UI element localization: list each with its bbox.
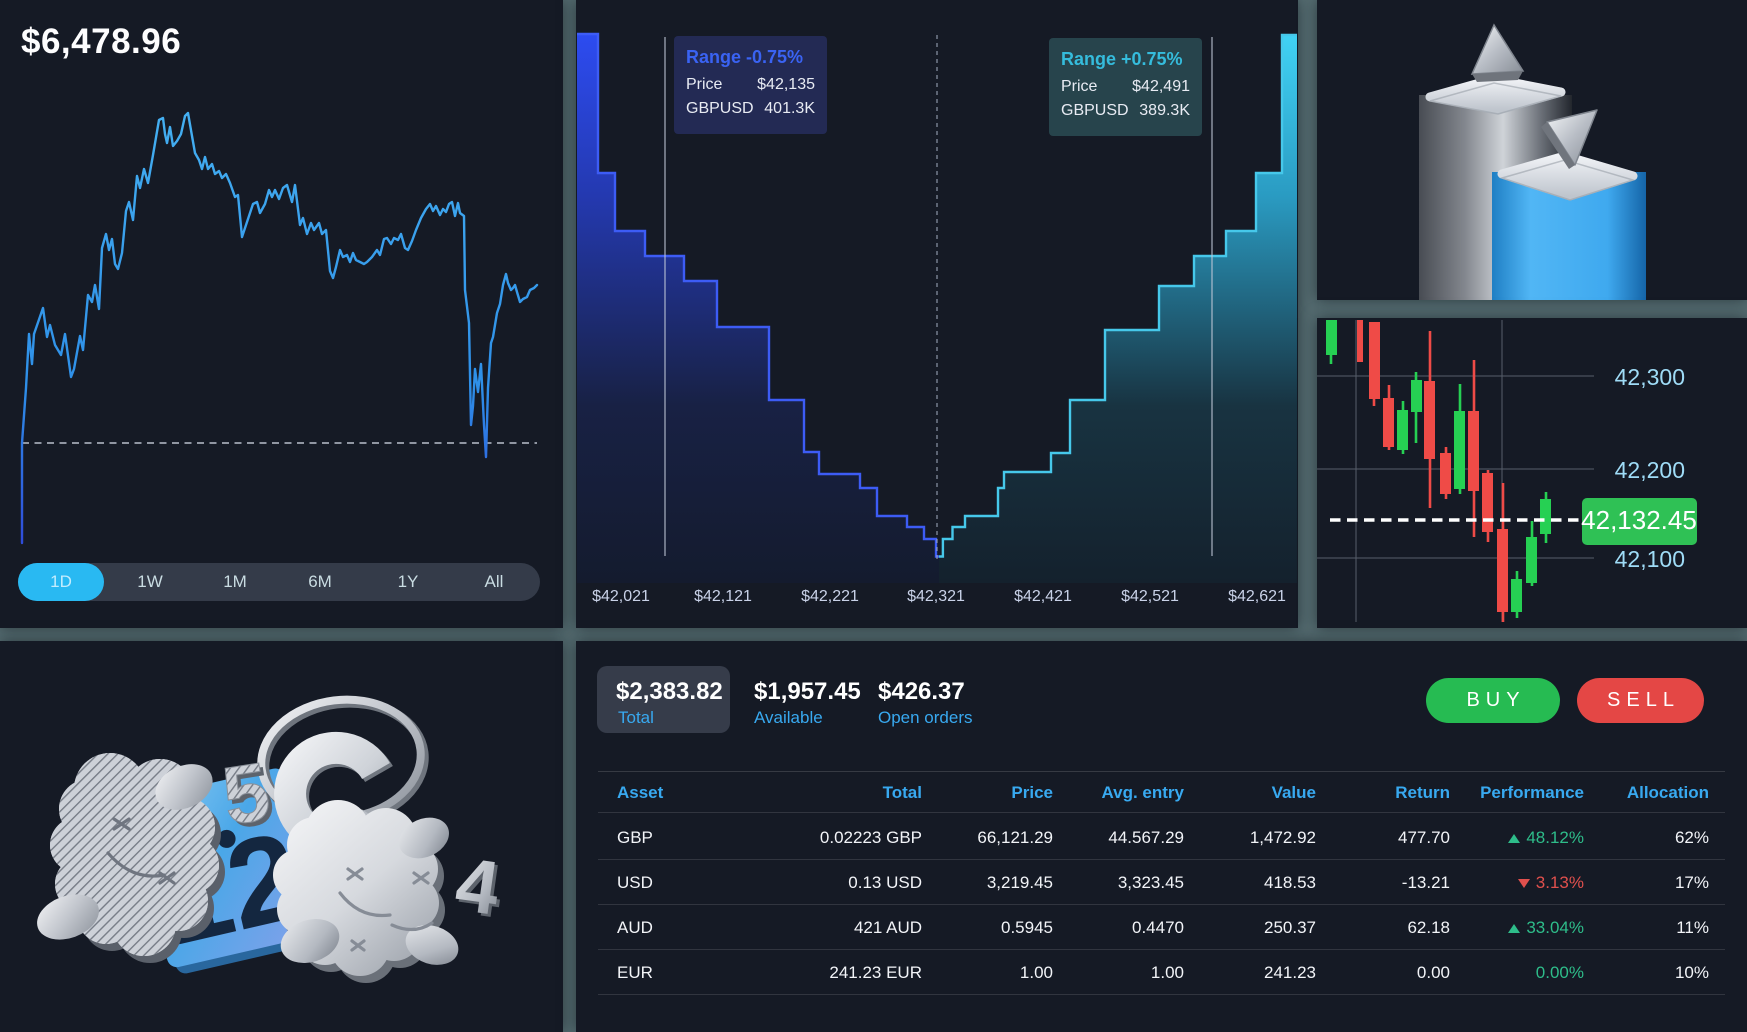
svg-text:42,300: 42,300	[1615, 364, 1685, 390]
svg-text:42,100: 42,100	[1615, 546, 1685, 572]
svg-text:42,132.45: 42,132.45	[1581, 505, 1697, 535]
svg-text:42,200: 42,200	[1615, 457, 1685, 483]
